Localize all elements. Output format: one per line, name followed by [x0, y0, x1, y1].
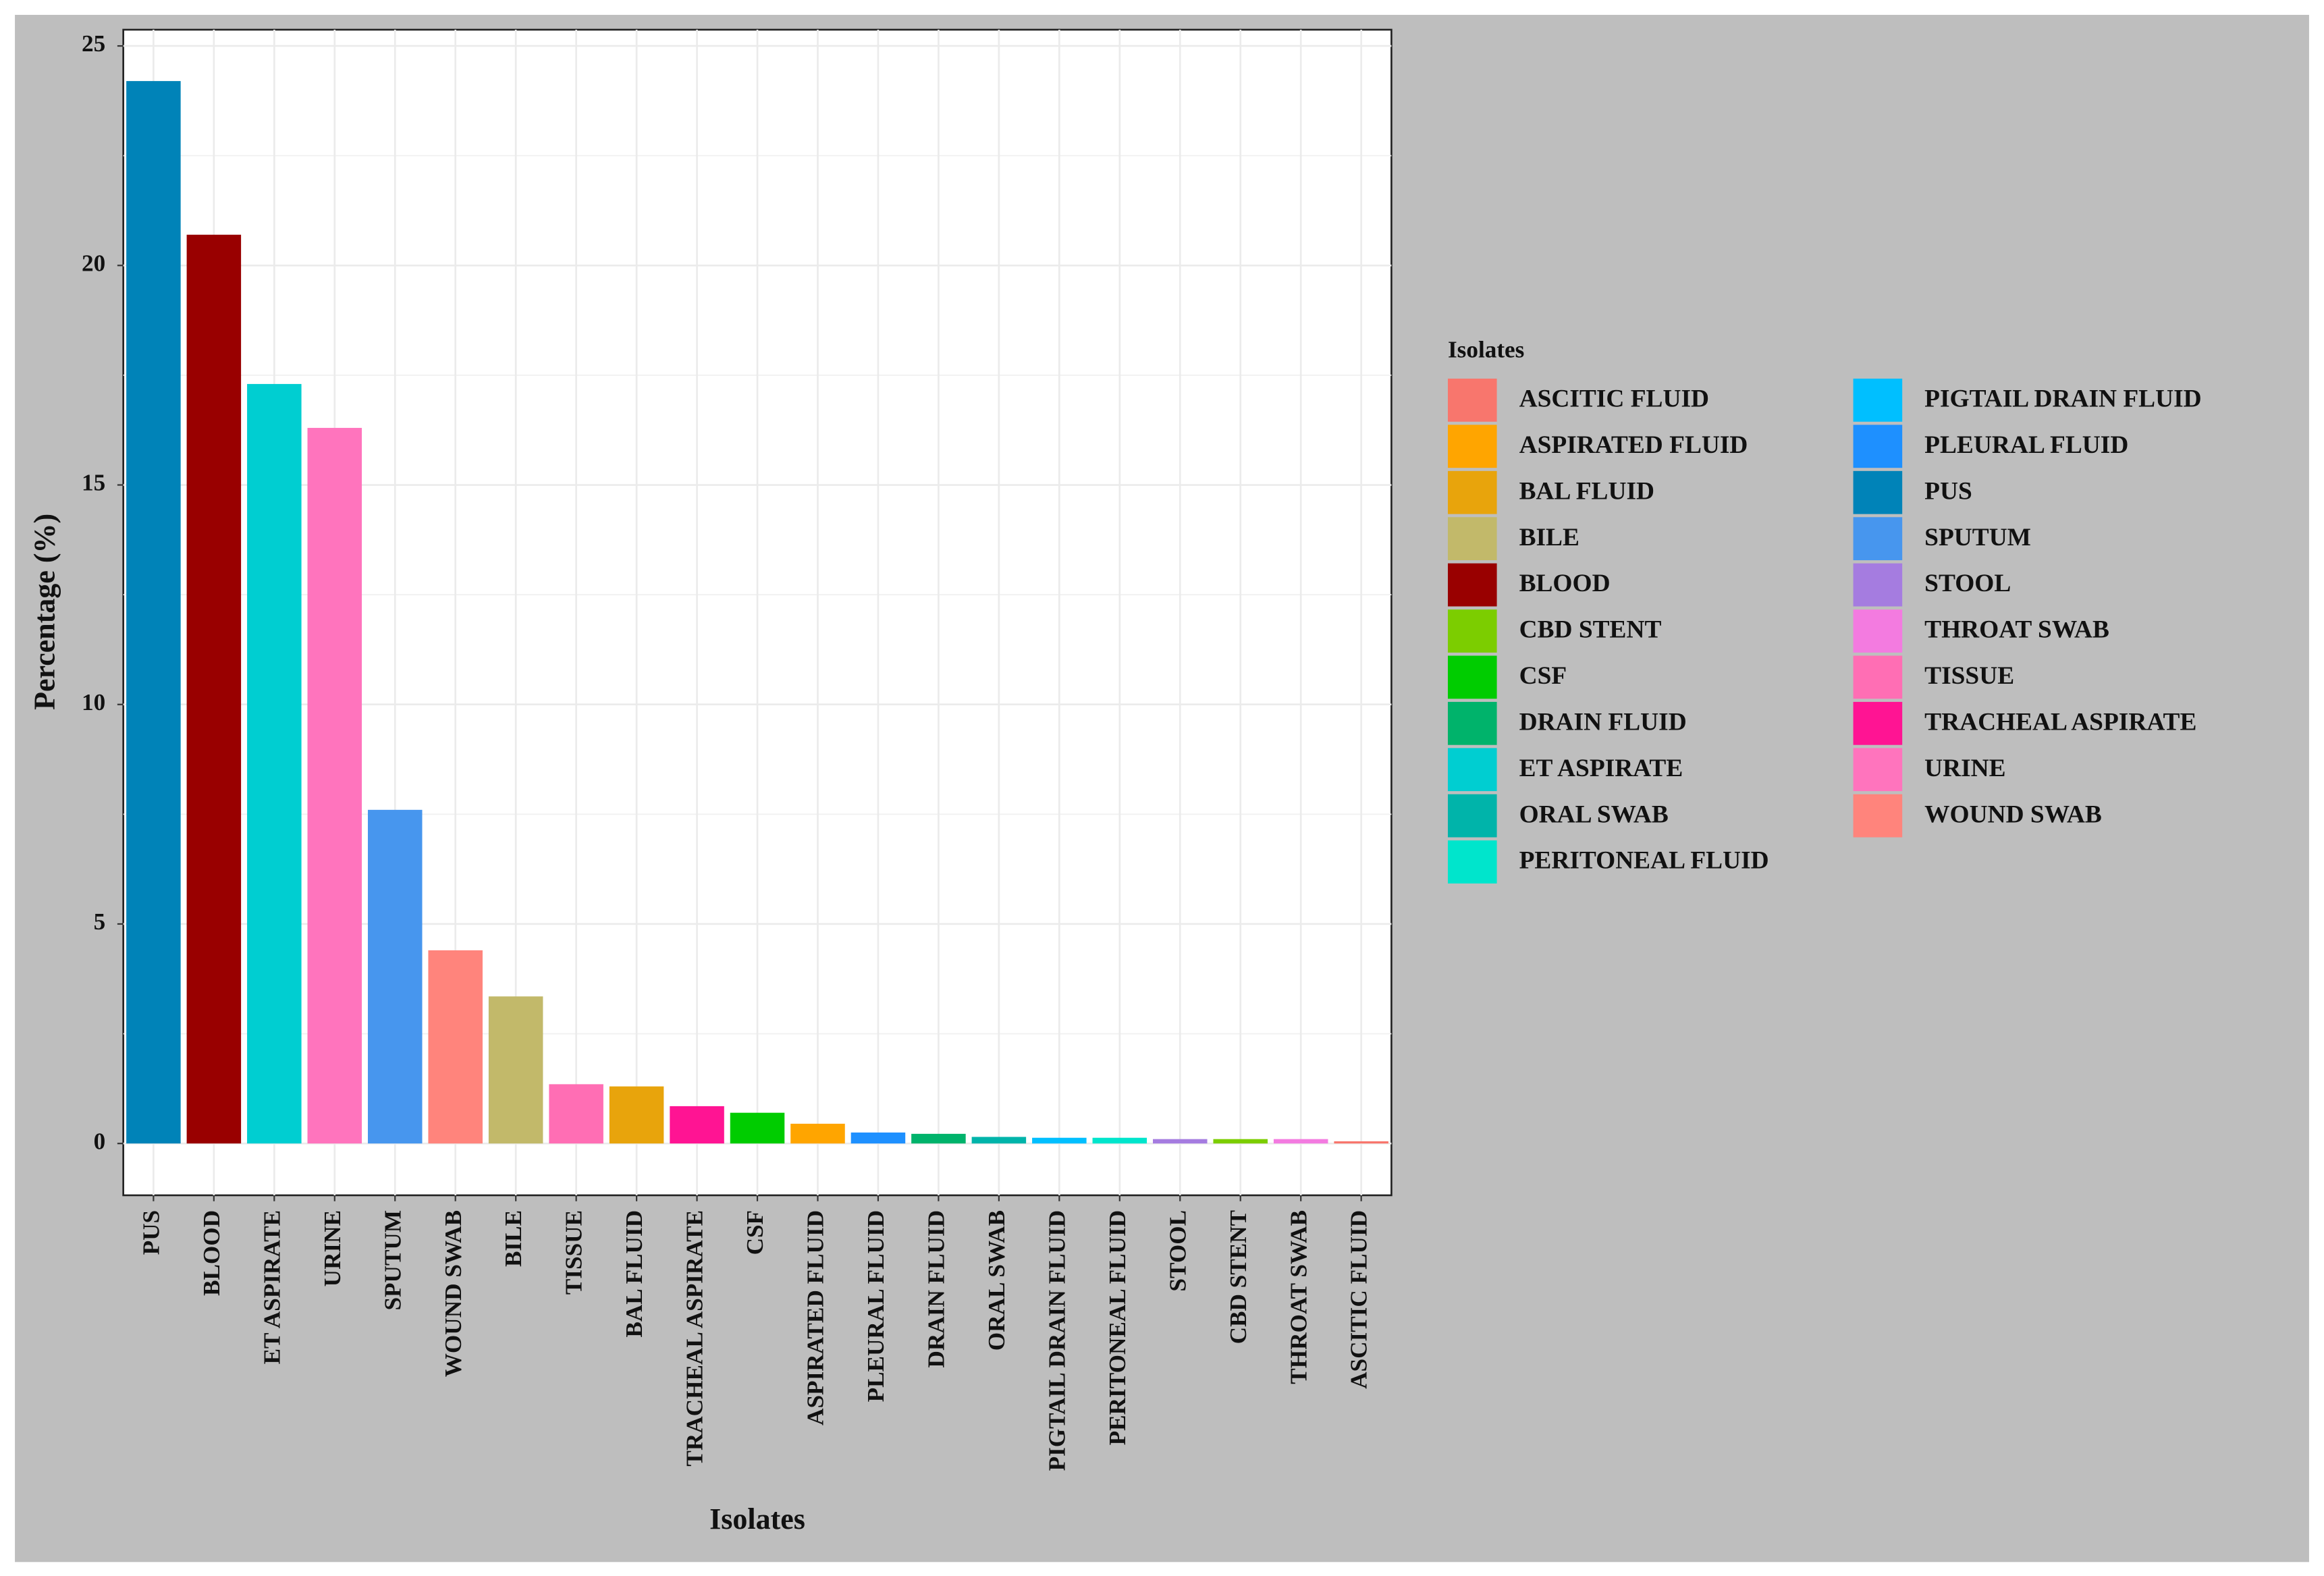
legend-swatch	[1853, 701, 1903, 745]
legend-swatch	[1447, 840, 1497, 884]
legend-label: TRACHEAL ASPIRATE	[1924, 708, 2196, 736]
x-tick-label: DRAIN FLUID	[923, 1210, 949, 1368]
x-tick-label: TRACHEAL ASPIRATE	[682, 1210, 708, 1467]
legend-swatch	[1853, 470, 1903, 514]
bar	[1092, 1137, 1147, 1144]
x-tick-label: PERITONEAL FLUID	[1104, 1210, 1131, 1445]
legend-label: PLEURAL FLUID	[1924, 431, 2128, 459]
bar	[609, 1086, 664, 1144]
legend-label: BLOOD	[1519, 570, 1611, 597]
bar	[1334, 1141, 1388, 1144]
legend-swatch	[1853, 655, 1903, 699]
x-tick-label: PLEURAL FLUID	[863, 1210, 889, 1402]
bar	[549, 1084, 603, 1144]
bar	[850, 1132, 906, 1144]
legend-label: PERITONEAL FLUID	[1519, 847, 1769, 875]
x-tick-label: ASPIRATED FLUID	[803, 1210, 829, 1425]
x-tick-label: ET ASPIRATE	[259, 1210, 285, 1364]
x-tick-label: URINE	[319, 1210, 346, 1286]
legend-swatch	[1853, 609, 1903, 653]
bar	[428, 950, 483, 1144]
x-axis-title: Isolates	[709, 1502, 805, 1536]
legend-swatch	[1853, 794, 1903, 838]
legend-label: WOUND SWAB	[1924, 800, 2102, 828]
legend-label: CBD STENT	[1519, 616, 1662, 644]
x-tick-label: TISSUE	[561, 1210, 587, 1295]
legend-label: BILE	[1519, 524, 1579, 551]
bar	[307, 427, 362, 1144]
x-tick-label: WOUND SWAB	[440, 1210, 466, 1377]
bar	[790, 1123, 845, 1144]
y-tick-label: 5	[94, 908, 106, 935]
legend-label: ASCITIC FLUID	[1519, 385, 1709, 413]
y-tick-label: 0	[94, 1128, 106, 1154]
legend-swatch	[1447, 425, 1497, 468]
legend-label: THROAT SWAB	[1924, 616, 2109, 644]
legend-label: STOOL	[1924, 570, 2011, 597]
legend-swatch	[1853, 748, 1903, 792]
bars	[126, 81, 1388, 1144]
x-tick-label: CSF	[742, 1210, 768, 1255]
legend-swatch	[1447, 563, 1497, 607]
legend-swatch	[1447, 470, 1497, 514]
y-tick-label: 25	[82, 30, 105, 57]
legend-label: ASPIRATED FLUID	[1519, 431, 1748, 459]
legend-label: SPUTUM	[1924, 524, 2031, 551]
legend-label: PUS	[1924, 477, 1972, 505]
bar	[247, 383, 302, 1144]
legend-swatch	[1853, 517, 1903, 561]
x-tick-label: PUS	[138, 1210, 164, 1255]
legend-label: PIGTAIL DRAIN FLUID	[1924, 385, 2201, 413]
legend-label: ET ASPIRATE	[1519, 755, 1683, 782]
x-tick-label: BAL FLUID	[621, 1210, 647, 1338]
bar	[186, 234, 242, 1144]
legend-swatch	[1447, 517, 1497, 561]
y-axis-title: Percentage (%)	[28, 514, 61, 710]
y-tick-label: 10	[82, 689, 105, 715]
bar	[971, 1137, 1027, 1144]
y-tick-label: 20	[82, 250, 105, 276]
legend-swatch	[1447, 655, 1497, 699]
bar	[1273, 1139, 1328, 1144]
bar	[367, 809, 423, 1144]
legend-swatch	[1853, 425, 1903, 468]
bar	[126, 81, 181, 1144]
legend-swatch	[1447, 701, 1497, 745]
y-tick-label: 15	[82, 470, 105, 496]
bar	[488, 996, 543, 1144]
legend-label: ORAL SWAB	[1519, 800, 1669, 828]
bar	[1032, 1137, 1087, 1144]
x-tick-label: THROAT SWAB	[1285, 1210, 1312, 1384]
bar	[670, 1106, 724, 1144]
legend-swatch	[1447, 748, 1497, 792]
legend-label: CSF	[1519, 662, 1567, 690]
x-tick-label: SPUTUM	[379, 1210, 406, 1311]
x-tick-label: BILE	[500, 1210, 526, 1267]
legend-label: URINE	[1924, 755, 2005, 782]
x-tick-label: BLOOD	[198, 1210, 225, 1296]
legend-title: Isolates	[1448, 336, 1524, 362]
bar	[730, 1112, 785, 1144]
x-tick-label: STOOL	[1164, 1210, 1191, 1292]
legend-label: BAL FLUID	[1519, 477, 1654, 505]
legend-label: TISSUE	[1924, 662, 2014, 690]
x-tick-label: CBD STENT	[1225, 1210, 1251, 1344]
legend-swatch	[1447, 378, 1497, 422]
x-tick-label: PIGTAIL DRAIN FLUID	[1044, 1210, 1070, 1471]
legend-swatch	[1853, 563, 1903, 607]
bar	[911, 1133, 966, 1144]
bar	[1213, 1139, 1268, 1144]
legend-swatch	[1447, 794, 1497, 838]
legend-swatch	[1853, 378, 1903, 422]
legend-label: DRAIN FLUID	[1519, 708, 1687, 736]
bar	[1153, 1139, 1208, 1144]
legend-swatch	[1447, 609, 1497, 653]
x-tick-label: ORAL SWAB	[983, 1210, 1010, 1351]
x-tick-label: ASCITIC FLUID	[1346, 1210, 1372, 1389]
